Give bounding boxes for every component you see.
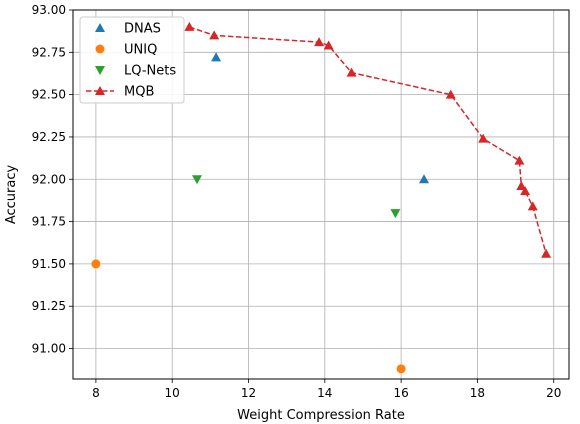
series-line [189, 27, 546, 254]
x-tick-label: 20 [546, 386, 561, 400]
legend-label: LQ-Nets [124, 64, 176, 79]
data-point [91, 259, 100, 268]
x-tick-label: 8 [92, 386, 100, 400]
x-ticks: 8 10 12 14 16 18 20 [92, 379, 561, 400]
y-tick-label: 92.00 [32, 172, 66, 186]
y-tick-label: 91.50 [32, 257, 66, 271]
y-tick-label: 92.50 [32, 88, 66, 102]
y-tick-label: 91.75 [32, 215, 66, 229]
x-tick-label: 16 [393, 386, 408, 400]
data-point [184, 22, 194, 31]
legend-label: UNIQ [124, 43, 157, 58]
y-tick-label: 93.00 [32, 3, 66, 17]
y-tick-label: 92.75 [32, 45, 66, 59]
series-mqb [184, 22, 551, 258]
data-point [192, 175, 202, 184]
x-axis-label: Weight Compression Rate [237, 408, 405, 423]
legend-marker [96, 45, 105, 54]
data-point [528, 201, 538, 210]
x-tick-label: 12 [241, 386, 256, 400]
data-point [514, 156, 524, 165]
data-point [211, 52, 221, 61]
data-point [397, 364, 406, 373]
legend: DNAS UNIQ LQ-Nets MQB [80, 17, 184, 103]
legend-label: DNAS [124, 22, 161, 37]
data-point [209, 30, 219, 39]
y-ticks: 91.00 91.25 91.50 91.75 92.00 92.25 92.50 92.75… [32, 3, 73, 356]
x-tick-label: 18 [470, 386, 485, 400]
y-tick-label: 91.00 [32, 342, 66, 356]
data-point [419, 174, 429, 183]
legend-label: MQB [124, 85, 154, 100]
series-lq-nets [192, 175, 400, 218]
series-dnas [211, 52, 429, 183]
y-tick-label: 91.25 [32, 299, 66, 313]
x-tick-label: 10 [165, 386, 180, 400]
data-point [314, 37, 324, 46]
y-tick-label: 92.25 [32, 130, 66, 144]
y-axis-label: Accuracy [4, 165, 19, 225]
data-point [390, 209, 400, 218]
data-point [541, 249, 551, 258]
x-tick-label: 14 [317, 386, 332, 400]
